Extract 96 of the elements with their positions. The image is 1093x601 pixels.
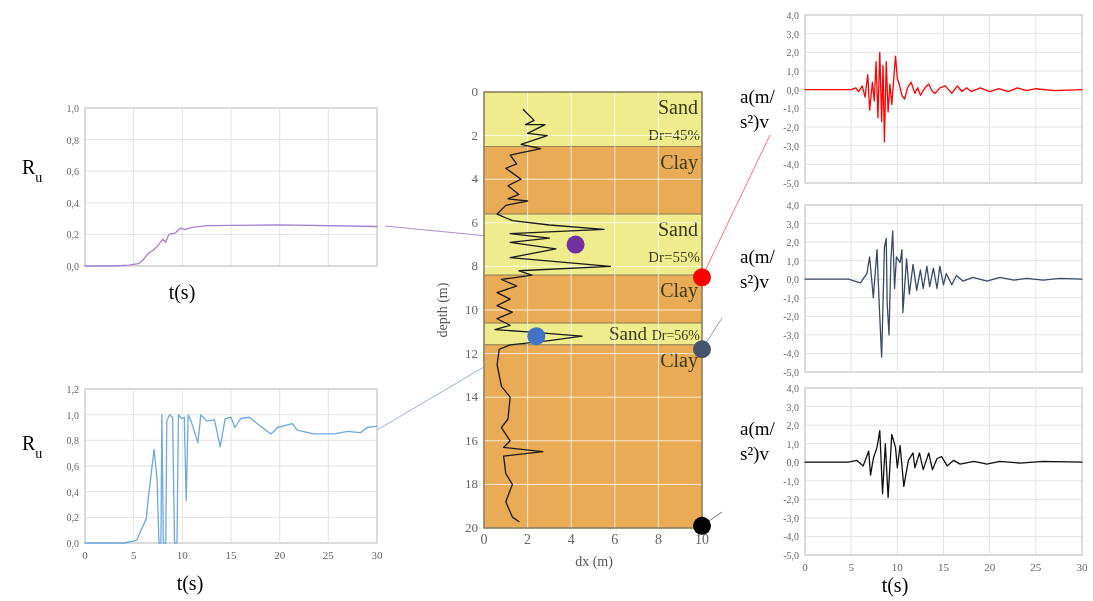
x-tick-label: 30 [371,549,383,561]
x-tick-label: 0 [82,549,89,561]
y-tick-label: 0,0 [786,274,799,286]
y-tick-label: -3,0 [783,140,799,152]
x-tick-label: 4 [567,532,575,547]
x-tick-label: 10 [695,532,709,547]
y-tick-label: 0,8 [66,435,79,447]
y-tick-label: 1,0 [66,103,79,114]
y-tick-label: 4,0 [786,10,799,21]
y-tick-label: 0,4 [66,486,79,498]
y-tick-label: 0,8 [66,134,79,146]
x-tick-label: 5 [130,549,137,561]
y-tick-label: 1,0 [786,438,799,450]
y-tick-label: 2,0 [786,237,799,249]
x-tick-label: 5 [848,561,855,573]
x-tick-label: 15 [225,549,237,561]
x-tick-label: 15 [938,561,950,573]
y-tick-label: 0,4 [66,197,79,209]
y-tick-label: -1,0 [783,475,799,487]
y-tick-label: 2,0 [786,420,799,432]
band-label: Clay [660,279,698,303]
y-tick-label: 16 [465,432,479,448]
y-tick-label: -5,0 [783,550,799,561]
y-tick-label: 2,0 [786,47,799,59]
y-tick-label: -5,0 [783,178,799,189]
x-tick-label: 20 [984,561,996,573]
x-tick-label: 25 [322,549,335,561]
y-axis-title: depth (m) [435,282,451,338]
y-tick-label: 0 [471,84,478,99]
y-tick-label: 1,0 [786,66,799,77]
y-tick-label: 3,0 [786,218,799,230]
y-tick-label: 4 [471,171,479,187]
band-label: Clay [660,150,698,174]
y-tick-label: 18 [465,476,478,492]
x-tick-label: 30 [1076,561,1088,573]
x-tick-label: 25 [1030,561,1042,573]
line-series [494,108,612,523]
y-tick-label: 0,0 [786,457,799,469]
x-tick-label: 10 [176,549,189,561]
y-tick-label: 4,0 [786,383,799,394]
y-tick-label: -3,0 [783,512,799,524]
x-axis-title: dx (m) [575,554,614,570]
y-tick-label: 12 [465,345,478,361]
x-tick-label: 20 [274,549,286,561]
y-tick-label: 2 [471,127,478,143]
y-tick-label: 0,0 [66,538,79,549]
y-axis-title: R$_{u}$ [22,156,43,185]
y-tick-label: 6 [471,214,479,230]
y-tick-label: -1,0 [783,103,799,115]
point [566,235,585,254]
band-label: Clay [660,348,698,372]
point [693,516,711,535]
y-tick-label: -4,0 [783,348,799,360]
y-tick-label: 20 [465,520,478,535]
x-tick-label: 2 [524,532,532,547]
y-axis-title: R$_{u}$ [22,432,43,461]
y-tick-label: 0,6 [66,166,79,178]
band-label: Sand Dr=56% [608,322,701,344]
x-tick-label: 0 [802,561,809,573]
y-tick-label: 0,0 [66,261,79,272]
line-series [804,51,1083,143]
x-tick-label: 6 [611,532,619,547]
y-tick-label: 4,0 [786,200,799,211]
y-tick-label: 10 [465,302,478,317]
y-tick-label: 1,0 [66,409,79,421]
x-axis-title: t(s) [176,572,204,595]
y-tick-label: -2,0 [783,311,799,323]
y-tick-label: -3,0 [783,329,799,341]
y-tick-label: -4,0 [783,159,799,171]
y-tick-label: 0,2 [66,229,79,241]
y-tick-label: -4,0 [783,531,799,543]
y-tick-label: -1,0 [783,292,799,304]
x-tick-label: 10 [891,561,904,573]
point [527,327,546,346]
y-tick-label: 1,0 [786,255,799,267]
x-axis-title: t(s) [168,281,196,304]
line-series [804,230,1083,358]
y-tick-label: 3,0 [786,28,799,40]
band-label: Sand Dr=45% [648,96,700,143]
line-series [804,430,1083,499]
x-tick-label: 8 [654,532,662,547]
y-tick-label: -2,0 [783,494,799,506]
y-tick-label: 0,0 [786,84,799,96]
y-tick-label: 3,0 [786,401,799,413]
y-tick-label: 14 [465,389,479,405]
y-axis-title: a(m/s²)v [740,418,776,465]
y-axis-title: a(m/s²)v [740,86,776,133]
y-tick-label: 0,6 [66,461,79,472]
y-tick-label: -5,0 [783,367,799,378]
y-axis-title: a(m/s²)v [740,246,776,293]
band-label: Sand Dr=55% [648,218,700,266]
y-tick-label: -2,0 [783,122,799,133]
x-axis-title: t(s) [881,574,909,597]
y-tick-label: 8 [471,258,478,274]
y-tick-label: 1,2 [66,384,79,395]
y-tick-label: 0,2 [66,512,79,524]
